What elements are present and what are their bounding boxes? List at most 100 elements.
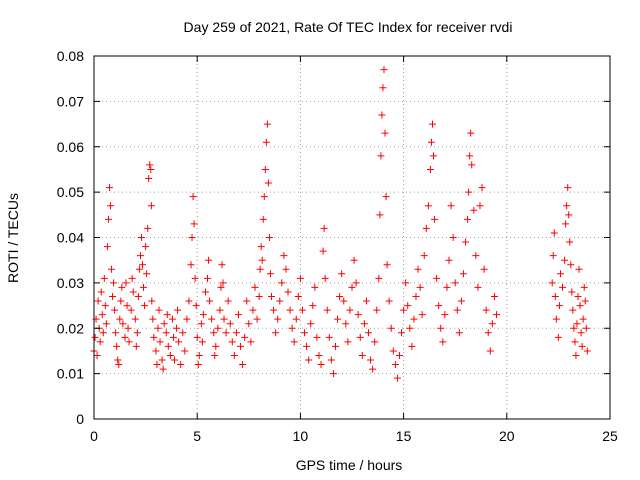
data-point — [255, 292, 263, 300]
data-point — [358, 351, 366, 359]
data-point — [348, 283, 356, 291]
data-point — [156, 338, 164, 346]
data-point — [303, 342, 311, 350]
data-point — [199, 311, 207, 319]
data-point — [352, 279, 360, 287]
data-point — [412, 292, 420, 300]
data-point — [115, 361, 123, 369]
data-point — [94, 297, 102, 305]
data-point — [583, 347, 591, 355]
data-point — [116, 315, 124, 323]
data-point — [204, 274, 212, 282]
data-point — [430, 152, 438, 160]
data-point — [292, 315, 300, 323]
data-point — [214, 324, 222, 332]
x-tick-label: 15 — [396, 428, 412, 444]
data-point — [239, 361, 247, 369]
y-tick-label: 0 — [76, 411, 84, 427]
data-point — [159, 365, 167, 373]
data-point — [296, 274, 304, 282]
data-point — [329, 370, 337, 378]
data-point — [164, 342, 172, 350]
data-point — [344, 338, 352, 346]
data-point — [272, 329, 280, 337]
data-point — [146, 161, 154, 169]
data-point — [559, 283, 567, 291]
data-point — [110, 279, 118, 287]
y-tick-label: 0.06 — [57, 139, 84, 155]
data-point — [232, 329, 240, 337]
data-point — [408, 342, 416, 350]
data-point — [155, 306, 163, 314]
data-point — [280, 252, 288, 260]
data-point — [327, 356, 335, 364]
data-point — [406, 324, 414, 332]
data-point — [457, 297, 465, 305]
data-point — [210, 329, 218, 337]
data-point — [201, 288, 209, 296]
data-point — [568, 288, 576, 296]
data-point — [467, 129, 475, 137]
data-point — [422, 224, 430, 232]
data-point — [385, 297, 393, 305]
data-point — [570, 324, 578, 332]
data-point — [301, 329, 309, 337]
data-point — [435, 302, 443, 310]
data-point — [195, 351, 203, 359]
data-point — [338, 270, 346, 278]
data-point — [428, 120, 436, 128]
data-point — [433, 274, 441, 282]
data-point — [158, 356, 166, 364]
data-point — [96, 338, 104, 346]
data-point — [402, 279, 410, 287]
data-point — [228, 338, 236, 346]
data-point — [563, 202, 571, 210]
data-point — [342, 320, 350, 328]
y-tick-label: 0.04 — [57, 230, 84, 246]
data-point — [360, 320, 368, 328]
data-point — [453, 306, 461, 314]
data-point — [234, 311, 242, 319]
x-tick-label: 5 — [193, 428, 201, 444]
data-point — [112, 329, 120, 337]
data-point — [576, 302, 584, 310]
data-point — [179, 329, 187, 337]
data-point — [101, 302, 109, 310]
data-point — [367, 356, 375, 364]
data-point — [404, 302, 412, 310]
data-point — [369, 365, 377, 373]
data-point — [325, 333, 333, 341]
data-point — [365, 329, 373, 337]
data-point — [132, 342, 140, 350]
data-point — [245, 320, 253, 328]
data-point — [465, 188, 473, 196]
data-point — [189, 193, 197, 201]
data-point — [294, 292, 302, 300]
data-point — [166, 351, 174, 359]
data-point — [170, 356, 178, 364]
data-point — [391, 361, 399, 369]
data-point — [574, 292, 582, 300]
data-point — [474, 283, 482, 291]
data-point — [420, 252, 428, 260]
data-points — [90, 66, 591, 382]
data-point — [187, 261, 195, 269]
data-point — [376, 211, 384, 219]
data-point — [102, 320, 110, 328]
data-point — [282, 265, 290, 273]
data-point — [91, 333, 99, 341]
data-point — [410, 315, 418, 323]
data-point — [276, 297, 284, 305]
data-point — [449, 234, 457, 241]
data-point — [445, 256, 453, 264]
data-point — [220, 315, 228, 323]
data-point — [414, 265, 422, 273]
data-point — [99, 329, 107, 337]
data-point — [320, 224, 328, 232]
data-point — [129, 288, 137, 296]
data-point — [98, 311, 106, 319]
y-tick-label: 0.07 — [57, 93, 84, 109]
data-point — [251, 283, 259, 291]
data-point — [107, 202, 115, 210]
data-point — [152, 347, 160, 355]
